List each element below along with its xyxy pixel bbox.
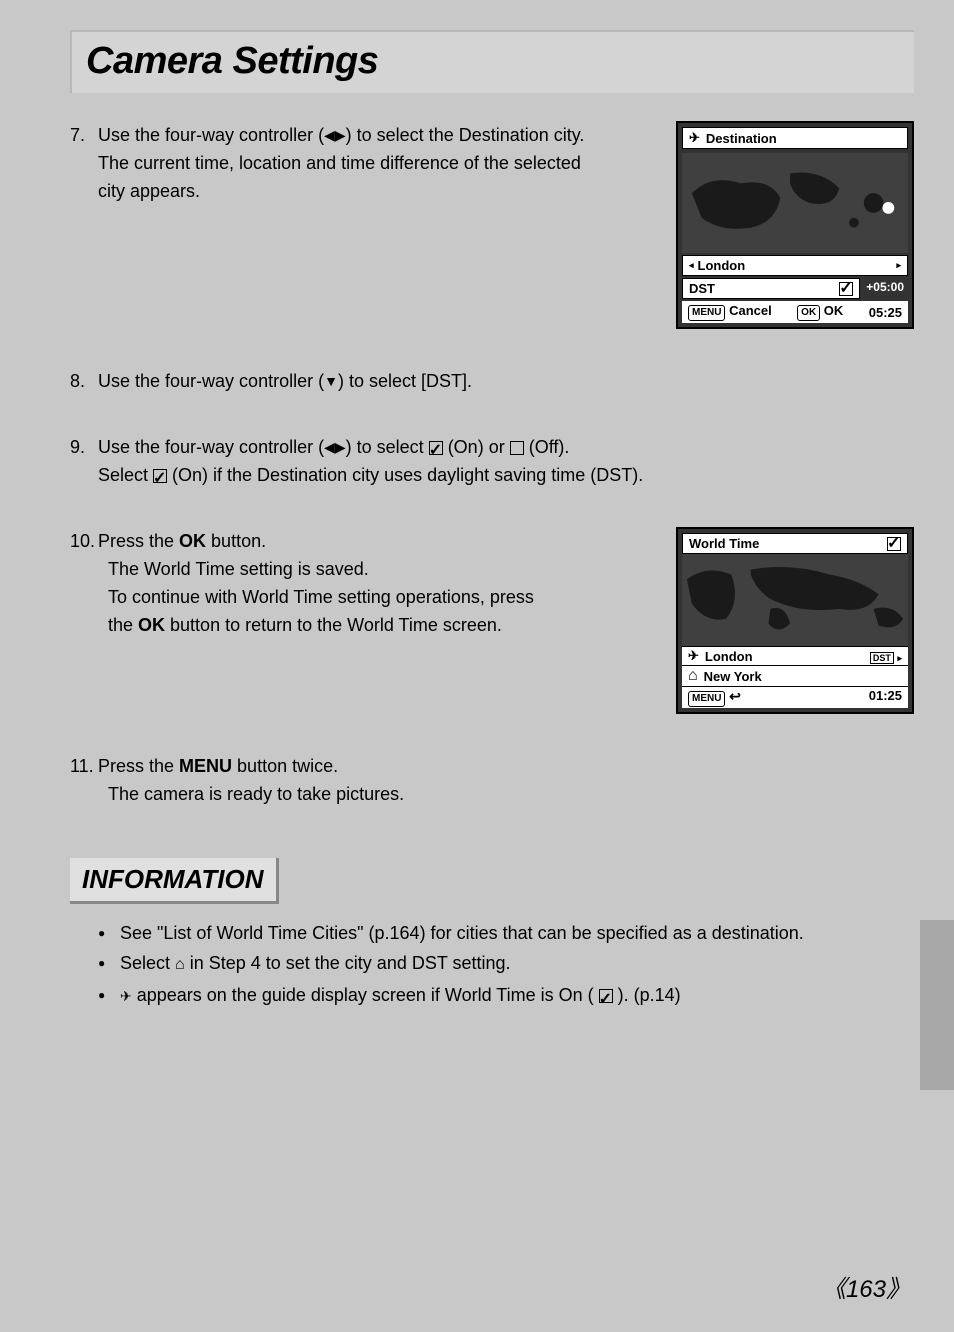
step-text: The World Time setting is saved. bbox=[98, 559, 369, 579]
left-arrow-icon: ◀ bbox=[324, 439, 335, 455]
lcd-city-row: ◂ London ▸ bbox=[682, 255, 908, 276]
ok-label: OK bbox=[179, 531, 206, 551]
lcd-bottom-bar: MENU Cancel OK OK 05:25 bbox=[682, 301, 908, 323]
info-text: Select bbox=[120, 953, 175, 973]
page-title: Camera Settings bbox=[86, 40, 900, 83]
step-text: Use the four-way controller ( bbox=[98, 125, 324, 145]
information-section: INFORMATION See "List of World Time Citi… bbox=[70, 858, 914, 1011]
right-arrow-icon: ▶ bbox=[335, 127, 346, 143]
step-text: Select bbox=[98, 465, 153, 485]
step-8: 8.Use the four-way controller (▼) to sel… bbox=[70, 367, 914, 395]
step-number: 11. bbox=[70, 752, 98, 780]
step-text: ) to select bbox=[346, 437, 429, 457]
lcd-destination-screen: ✈ Destination ◂ bbox=[676, 121, 914, 329]
plane-icon: ✈ bbox=[689, 130, 700, 146]
right-arrow-icon: ▶ bbox=[335, 439, 346, 455]
page-number: 《163》 bbox=[822, 1269, 910, 1304]
lcd-title: Destination bbox=[706, 131, 777, 146]
lcd-home-row: ⌂ New York bbox=[682, 665, 908, 686]
menu-button-icon: MENU bbox=[688, 305, 725, 321]
checkbox-checked-icon bbox=[599, 989, 613, 1003]
step-11: 11.Press the MENU button twice. The came… bbox=[70, 752, 914, 808]
step-text: To continue with World Time setting oper… bbox=[98, 587, 534, 607]
back-icon: ↩ bbox=[729, 688, 741, 704]
checkbox-checked-icon bbox=[429, 441, 443, 455]
step-10: 10.Press the OK button. The World Time s… bbox=[70, 527, 658, 639]
info-list: See "List of World Time Cities" (p.164) … bbox=[70, 918, 914, 1011]
lcd-home-city: New York bbox=[704, 669, 762, 684]
plane-icon: ✈ bbox=[120, 988, 132, 1004]
step-text: button to return to the World Time scree… bbox=[165, 615, 502, 635]
ok-label: OK bbox=[138, 615, 165, 635]
lcd-offset: +05:00 bbox=[862, 278, 908, 299]
menu-label: MENU bbox=[179, 756, 232, 776]
step-7: 7.Use the four-way controller (◀▶) to se… bbox=[70, 121, 658, 205]
checkbox-checked-icon bbox=[153, 469, 167, 483]
step-text: city appears. bbox=[98, 181, 200, 201]
lcd-title: World Time bbox=[689, 536, 759, 551]
lcd-dst-row: DST +05:00 bbox=[682, 278, 908, 299]
step-text: button twice. bbox=[232, 756, 338, 776]
info-item: ✈ appears on the guide display screen if… bbox=[98, 980, 914, 1011]
left-arrow-icon: ◀ bbox=[324, 127, 335, 143]
step-text: (On) or bbox=[443, 437, 510, 457]
step-text: button. bbox=[206, 531, 266, 551]
lcd-city: London bbox=[698, 258, 746, 273]
step-number: 10. bbox=[70, 527, 98, 555]
lcd-cancel: Cancel bbox=[729, 303, 772, 318]
content: 7.Use the four-way controller (◀▶) to se… bbox=[70, 121, 914, 1011]
title-bar: Camera Settings bbox=[70, 30, 914, 93]
lcd-time: 05:25 bbox=[869, 305, 902, 320]
step-text: The current time, location and time diff… bbox=[98, 153, 581, 173]
down-arrow-icon: ▼ bbox=[324, 373, 338, 389]
step-number: 7. bbox=[70, 121, 98, 149]
right-arrow-icon: ▸ bbox=[896, 260, 901, 271]
step-9: 9.Use the four-way controller (◀▶) to se… bbox=[70, 433, 914, 489]
step-text: The camera is ready to take pictures. bbox=[98, 784, 404, 804]
info-text: in Step 4 to set the city and DST settin… bbox=[185, 953, 511, 973]
plane-icon: ✈ bbox=[688, 648, 699, 664]
checkbox-empty-icon bbox=[510, 441, 524, 455]
info-item: Select ⌂ in Step 4 to set the city and D… bbox=[98, 948, 914, 980]
lcd-header: ✈ Destination bbox=[682, 127, 908, 149]
step-text: ) to select [DST]. bbox=[338, 371, 472, 391]
step-text: ) to select the Destination city. bbox=[346, 125, 585, 145]
info-header: INFORMATION bbox=[70, 858, 279, 904]
info-item: See "List of World Time Cities" (p.164) … bbox=[98, 918, 914, 948]
left-arrow-icon: ◂ bbox=[689, 260, 694, 271]
checkbox-checked-icon bbox=[887, 537, 901, 551]
step-text: Use the four-way controller ( bbox=[98, 371, 324, 391]
right-arrow-icon: ▸ bbox=[897, 653, 902, 663]
info-text: appears on the guide display screen if W… bbox=[132, 985, 599, 1005]
ok-button-icon: OK bbox=[797, 305, 820, 321]
lcd-menu-row: MENU ↩ 01:25 bbox=[682, 686, 908, 708]
checkbox-checked-icon bbox=[839, 282, 853, 296]
step-text: Press the bbox=[98, 756, 179, 776]
dst-badge: DST bbox=[870, 652, 894, 664]
menu-button-icon: MENU bbox=[688, 691, 725, 707]
lcd-time: 01:25 bbox=[869, 688, 902, 707]
lcd-map bbox=[682, 153, 908, 253]
lcd-header: World Time bbox=[682, 533, 908, 554]
step-text: the bbox=[108, 615, 138, 635]
step-number: 8. bbox=[70, 367, 98, 395]
lcd-dst-label: DST bbox=[689, 281, 715, 296]
step-number: 9. bbox=[70, 433, 98, 461]
step-text: (Off). bbox=[524, 437, 570, 457]
info-text: ). (p.14) bbox=[613, 985, 681, 1005]
lcd-ok: OK bbox=[824, 303, 844, 318]
home-icon: ⌂ bbox=[175, 956, 185, 973]
info-text: See "List of World Time Cities" (p.164) … bbox=[120, 923, 804, 943]
lcd-dest-city: London bbox=[705, 649, 753, 664]
page-number-value: 163 bbox=[846, 1276, 886, 1303]
lcd-map bbox=[682, 554, 908, 646]
lcd-worldtime-screen: World Time ✈ London DST ▸ bbox=[676, 527, 914, 714]
step-text: (On) if the Destination city uses daylig… bbox=[167, 465, 643, 485]
side-tab bbox=[920, 920, 954, 1090]
home-icon: ⌂ bbox=[688, 667, 698, 685]
step-text: Press the bbox=[98, 531, 179, 551]
step-text: Use the four-way controller ( bbox=[98, 437, 324, 457]
lcd-dest-row: ✈ London DST ▸ bbox=[682, 646, 908, 665]
